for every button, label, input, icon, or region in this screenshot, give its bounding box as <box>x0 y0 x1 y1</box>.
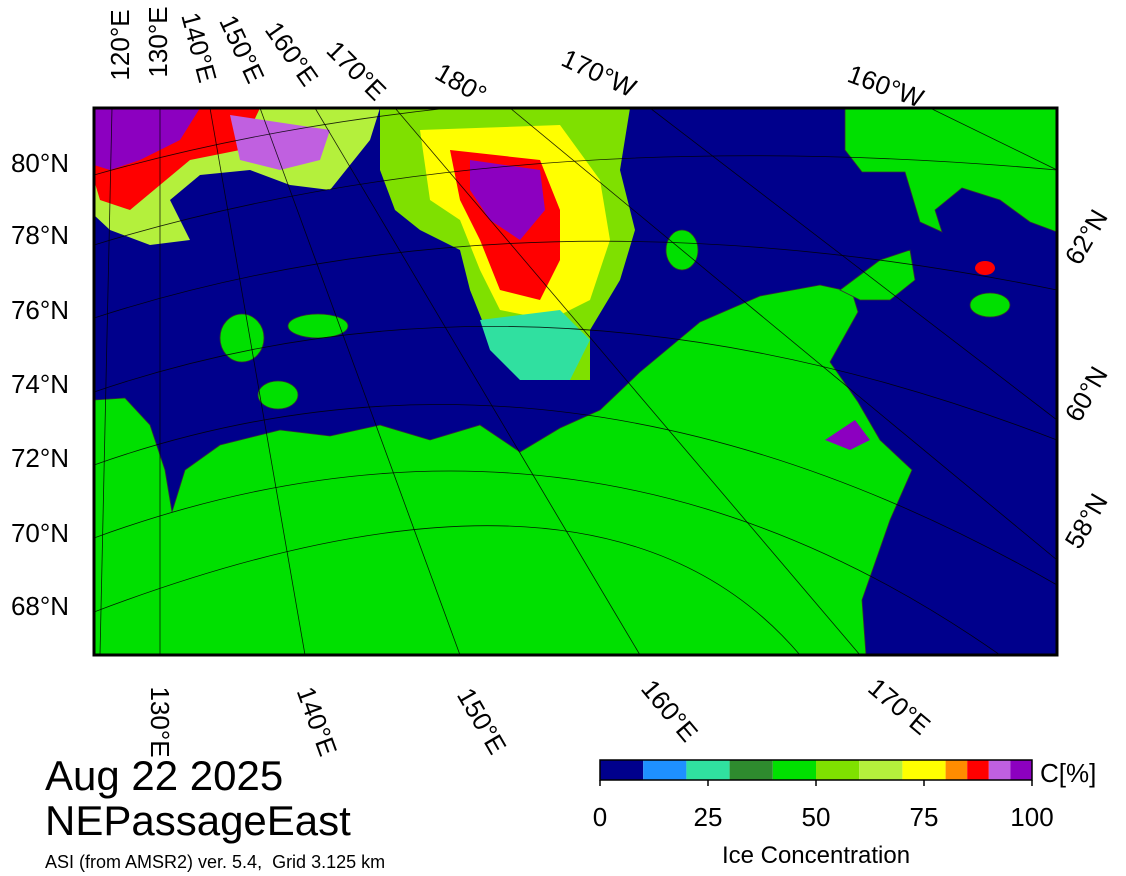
colorbar-segment <box>967 760 989 780</box>
colorbar-segment <box>988 760 1011 780</box>
map <box>92 106 1059 657</box>
graticule-label: 160°W <box>844 59 928 114</box>
graticule-label: 60°N <box>1059 361 1114 426</box>
graticule-label: 140°E <box>291 683 344 760</box>
island <box>287 313 349 339</box>
colorbar-segment <box>859 760 903 780</box>
graticule-label: 130°E <box>145 686 175 757</box>
colorbar-segment <box>772 760 816 780</box>
island <box>969 292 1011 318</box>
graticule-label: 78°N <box>11 220 69 250</box>
graticule-label: 180° <box>430 57 492 110</box>
caption: ASI (from AMSR2) ver. 5.4, Grid 3.125 km <box>45 852 385 872</box>
graticule-label: 160°E <box>259 16 324 91</box>
graticule-label: 74°N <box>11 369 69 399</box>
colorbar-segment <box>600 760 644 780</box>
graticule-label: 160°E <box>635 674 704 748</box>
colorbar-tick-label: 75 <box>910 802 939 832</box>
graticule-label: 130°E <box>143 6 173 77</box>
land <box>94 284 913 655</box>
colorbar-tick-label: 25 <box>694 802 723 832</box>
date: Aug 22 2025 <box>45 752 283 799</box>
graticule <box>94 108 1057 655</box>
sea-ice <box>470 160 545 240</box>
colorbar-segment <box>729 760 773 780</box>
graticule-label: 170°W <box>557 43 641 103</box>
graticule-label: 68°N <box>11 591 69 621</box>
graticule-label: 150°E <box>451 683 513 760</box>
graticule-label: 80°N <box>11 148 69 178</box>
island <box>219 313 265 363</box>
colorbar-segment <box>643 760 687 780</box>
graticule-label: 140°E <box>175 9 222 85</box>
colorbar-segment <box>945 760 968 780</box>
graticule-label: 120°E <box>105 9 135 80</box>
map-frame <box>92 106 1059 657</box>
colorbar-segment <box>902 760 946 780</box>
region-name: NEPassageEast <box>45 797 351 844</box>
colorbar-segment <box>816 760 860 780</box>
sea-ice <box>230 115 330 170</box>
colorbar-unit: C[%] <box>1040 758 1096 788</box>
island <box>257 380 299 410</box>
graticule-label: 170°E <box>862 672 936 741</box>
graticule-label: 62°N <box>1059 204 1114 269</box>
island <box>975 261 995 275</box>
graticule-label: 72°N <box>11 443 69 473</box>
land <box>844 108 1057 233</box>
sea-ice <box>480 310 590 380</box>
graticule-label: 58°N <box>1059 488 1114 553</box>
colorbar-label: Ice Concentration <box>722 842 910 869</box>
colorbar-segment <box>1010 760 1032 780</box>
graticule-label: 76°N <box>11 295 69 325</box>
graticule-label: 170°E <box>321 35 393 107</box>
graticule-label: 70°N <box>11 518 69 548</box>
land-ice <box>825 420 870 450</box>
colorbar-tick-label: 50 <box>802 802 831 832</box>
sea-ice <box>94 108 200 170</box>
colorbar-segment <box>686 760 730 780</box>
colorbar-tick-label: 100 <box>1010 802 1053 832</box>
colorbar-tick-label: 0 <box>593 802 607 832</box>
